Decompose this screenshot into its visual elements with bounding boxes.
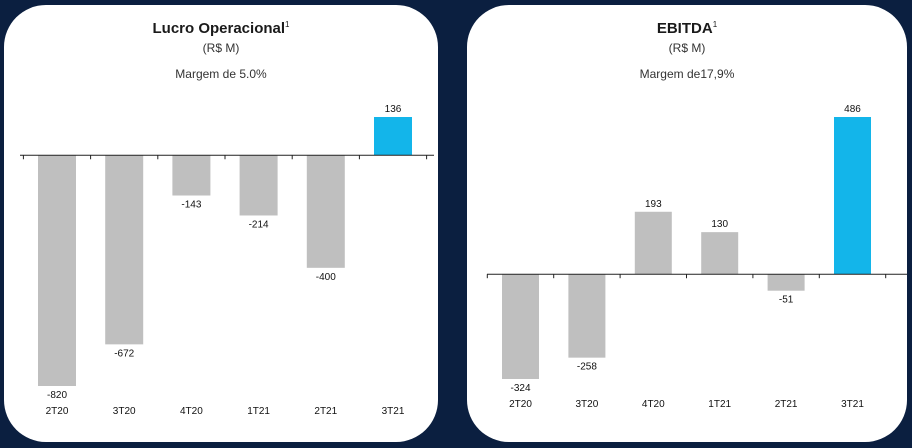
category-label: 2T21 [775, 399, 798, 410]
category-label: 3T21 [382, 406, 405, 417]
bar-3t21 [834, 117, 871, 275]
category-label: 4T20 [180, 406, 203, 417]
chart-card-ebitda: EBITDA1 (R$ M) Margem de17,9% -324 2T20 -2… [467, 5, 907, 442]
bar-chart-ebitda: -324 2T20 -258 3T20 193 4T20 130 1T21 -51 2T21 486… [486, 104, 907, 410]
chart-title-text: Lucro Operacional [152, 20, 286, 37]
data-label: -143 [181, 200, 201, 211]
bar-1t21 [239, 155, 278, 216]
bar-2t21 [306, 155, 345, 268]
chart-title: EBITDA1 [467, 20, 907, 37]
category-label: 2T20 [46, 406, 69, 417]
bar-chart-lucro-operacional: -820 2T20 -672 3T20 -143 4T20 -214 1T21 -400 2T21… [20, 104, 434, 417]
chart-title-footnote: 1 [285, 20, 290, 29]
chart-margin-annotation: Margem de17,9% [639, 67, 735, 81]
category-label: 3T20 [113, 406, 136, 417]
category-label: 3T21 [841, 399, 864, 410]
data-label: 136 [385, 104, 402, 115]
category-label: 1T21 [708, 399, 731, 410]
category-label: 2T20 [509, 399, 532, 410]
data-label: -400 [316, 272, 336, 283]
category-label: 1T21 [247, 406, 270, 417]
category-label: 3T20 [576, 399, 599, 410]
bar-4t20 [172, 155, 211, 196]
bar-1t21 [701, 232, 739, 275]
data-label: -214 [249, 219, 269, 230]
chart-margin-annotation: Margem de 5.0% [175, 67, 267, 81]
bar-3t21 [374, 117, 412, 156]
data-label: -324 [510, 383, 530, 394]
chart-card-lucro-operacional: Lucro Operacional1 (R$ M) Margem de 5.0%… [4, 5, 438, 442]
data-label: 130 [711, 219, 728, 230]
data-label: -672 [114, 348, 134, 359]
bar-3t20 [568, 274, 606, 358]
bar-4t20 [634, 211, 672, 275]
bar-2t21 [767, 274, 805, 291]
data-label: -820 [47, 390, 67, 401]
chart-unit: (R$ M) [668, 41, 706, 55]
bar-3t20 [105, 155, 144, 345]
data-label: -51 [779, 295, 794, 306]
chart-title-footnote: 1 [712, 20, 718, 29]
data-label: 486 [844, 104, 861, 115]
data-label: -258 [577, 362, 597, 373]
category-label: 4T20 [642, 399, 665, 410]
chart-unit: (R$ M) [202, 41, 240, 55]
category-label: 2T21 [314, 406, 337, 417]
data-label: 193 [645, 199, 662, 210]
bar-2t20 [38, 155, 76, 386]
chart-title: Lucro Operacional1 [4, 20, 438, 37]
bar-2t20 [502, 274, 539, 379]
chart-title-text: EBITDA [656, 20, 713, 37]
